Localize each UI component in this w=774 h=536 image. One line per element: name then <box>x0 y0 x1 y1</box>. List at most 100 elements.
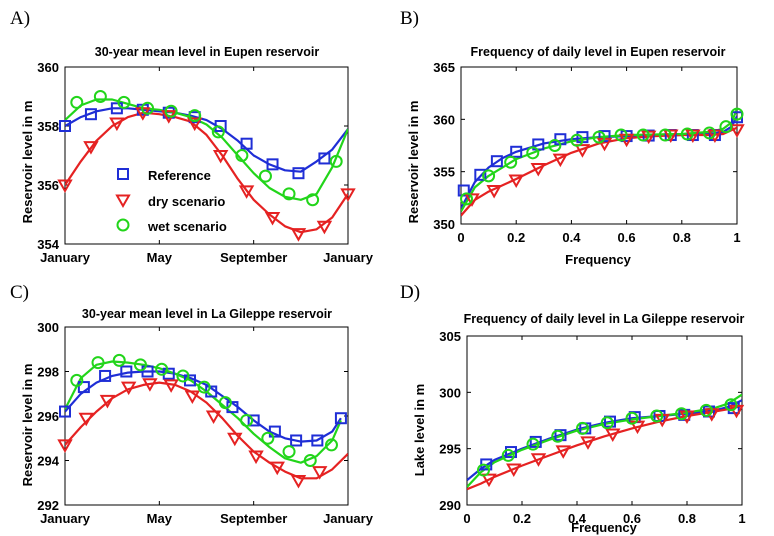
marker-dry <box>290 475 307 489</box>
marker-wet <box>141 101 155 115</box>
marker-reference <box>99 369 112 382</box>
marker-reference <box>77 381 90 394</box>
marker-reference <box>311 434 324 447</box>
y-tick-label: 360 <box>433 112 455 127</box>
marker-reference <box>59 405 71 418</box>
marker-reference <box>598 130 611 143</box>
y-tick-label: 350 <box>433 217 455 232</box>
marker-dry <box>238 185 255 199</box>
marker-wet <box>258 169 272 183</box>
plot-frame <box>466 335 743 506</box>
marker-dry <box>212 150 229 164</box>
marker-dry <box>248 450 264 465</box>
marker-wet <box>133 358 147 372</box>
x-tick-label: January <box>40 511 91 526</box>
marker-dry <box>486 185 502 199</box>
panel-d-ticks: 0 0.2 0.4 0.6 0.8 1 290 295 300 305 <box>439 329 745 526</box>
x-tick-label: 1 <box>738 511 745 526</box>
marker-dry <box>580 436 596 450</box>
marker-reference <box>268 425 281 438</box>
x-tick-label: 0 <box>463 511 470 526</box>
marker-dry <box>290 228 307 242</box>
y-tick-label: 360 <box>37 60 59 75</box>
y-tick-label: 300 <box>439 385 461 400</box>
x-tick-label: 0.2 <box>507 230 525 245</box>
plot-frame <box>460 66 738 225</box>
marker-wet <box>211 125 225 139</box>
panel-b: B) Frequency of daily level in Eupen res… <box>400 8 745 267</box>
x-tick-label: 0.4 <box>568 511 587 526</box>
marker-wet <box>658 128 672 142</box>
series-line-dry <box>65 111 348 234</box>
marker-wet <box>70 373 84 387</box>
marker-dry <box>340 188 356 202</box>
marker-reference <box>240 137 253 150</box>
panel-a-plot-area <box>57 90 356 242</box>
panel-c: C) 30-year mean level in La Gileppe rese… <box>10 282 374 526</box>
marker-wet <box>614 128 628 142</box>
marker-dry <box>530 163 547 177</box>
marker-dry <box>605 428 621 443</box>
marker-reference <box>59 120 71 132</box>
marker-wet <box>702 126 716 140</box>
marker-wet <box>526 146 540 160</box>
marker-wet <box>460 192 474 206</box>
marker-reference <box>266 158 279 171</box>
marker-reference <box>505 446 517 459</box>
y-tick-label: 300 <box>37 320 59 335</box>
panel-b-y-axis-label: Reservoir level in m <box>406 101 421 224</box>
x-tick-label: May <box>147 250 173 265</box>
marker-wet <box>70 95 84 109</box>
marker-reference <box>490 155 503 168</box>
x-tick-label: 0.6 <box>623 511 641 526</box>
series-layer <box>65 98 348 234</box>
marker-wet <box>636 128 650 142</box>
marker-wet <box>650 409 664 423</box>
marker-dry <box>640 130 657 145</box>
marker-reference <box>292 167 305 180</box>
panel-d-x-axis-label: Frequency <box>571 520 638 535</box>
marker-dry <box>186 117 203 132</box>
marker-dry <box>163 379 179 393</box>
marker-wet <box>551 429 565 443</box>
panel-c-plot-area <box>57 353 348 489</box>
x-tick-label: September <box>220 511 287 526</box>
marker-reference <box>120 365 133 378</box>
series-line-wet <box>65 360 342 464</box>
y-tick-label: 305 <box>439 329 461 344</box>
x-tick-label: May <box>147 511 173 526</box>
marker-wet <box>680 127 694 141</box>
marker-reference <box>141 365 154 378</box>
marker-wet <box>164 104 178 118</box>
marker-dry <box>83 141 99 155</box>
marker-wet <box>570 133 584 147</box>
marker-wet <box>504 155 518 169</box>
marker-dry <box>120 381 137 396</box>
marker-wet <box>240 413 254 427</box>
marker-wet <box>477 463 490 477</box>
y-tick-label: 356 <box>37 178 59 193</box>
marker-dry <box>663 129 679 144</box>
marker-dry <box>316 220 333 235</box>
x-tick-label: 0.6 <box>618 230 636 245</box>
panel-d-label: D) <box>400 282 420 303</box>
marker-dry <box>555 445 571 459</box>
y-tick-label: 354 <box>37 237 59 252</box>
marker-dry <box>142 378 158 392</box>
marker-wet <box>719 120 733 134</box>
marker-wet <box>329 154 343 168</box>
marker-wet <box>303 454 317 467</box>
marker-dry <box>506 463 522 477</box>
panel-d-plot-area <box>467 393 745 491</box>
marker-reference <box>474 168 487 181</box>
marker-dry <box>78 412 94 427</box>
y-tick-label: 296 <box>37 409 59 424</box>
panel-b-x-axis-label: Frequency <box>565 252 632 267</box>
y-tick-label: 290 <box>439 498 461 513</box>
y-tick-label: 358 <box>37 119 59 134</box>
marker-dry <box>264 211 281 226</box>
marker-reference <box>510 145 523 158</box>
x-tick-label: 1 <box>733 230 740 245</box>
marker-wet <box>592 130 606 144</box>
